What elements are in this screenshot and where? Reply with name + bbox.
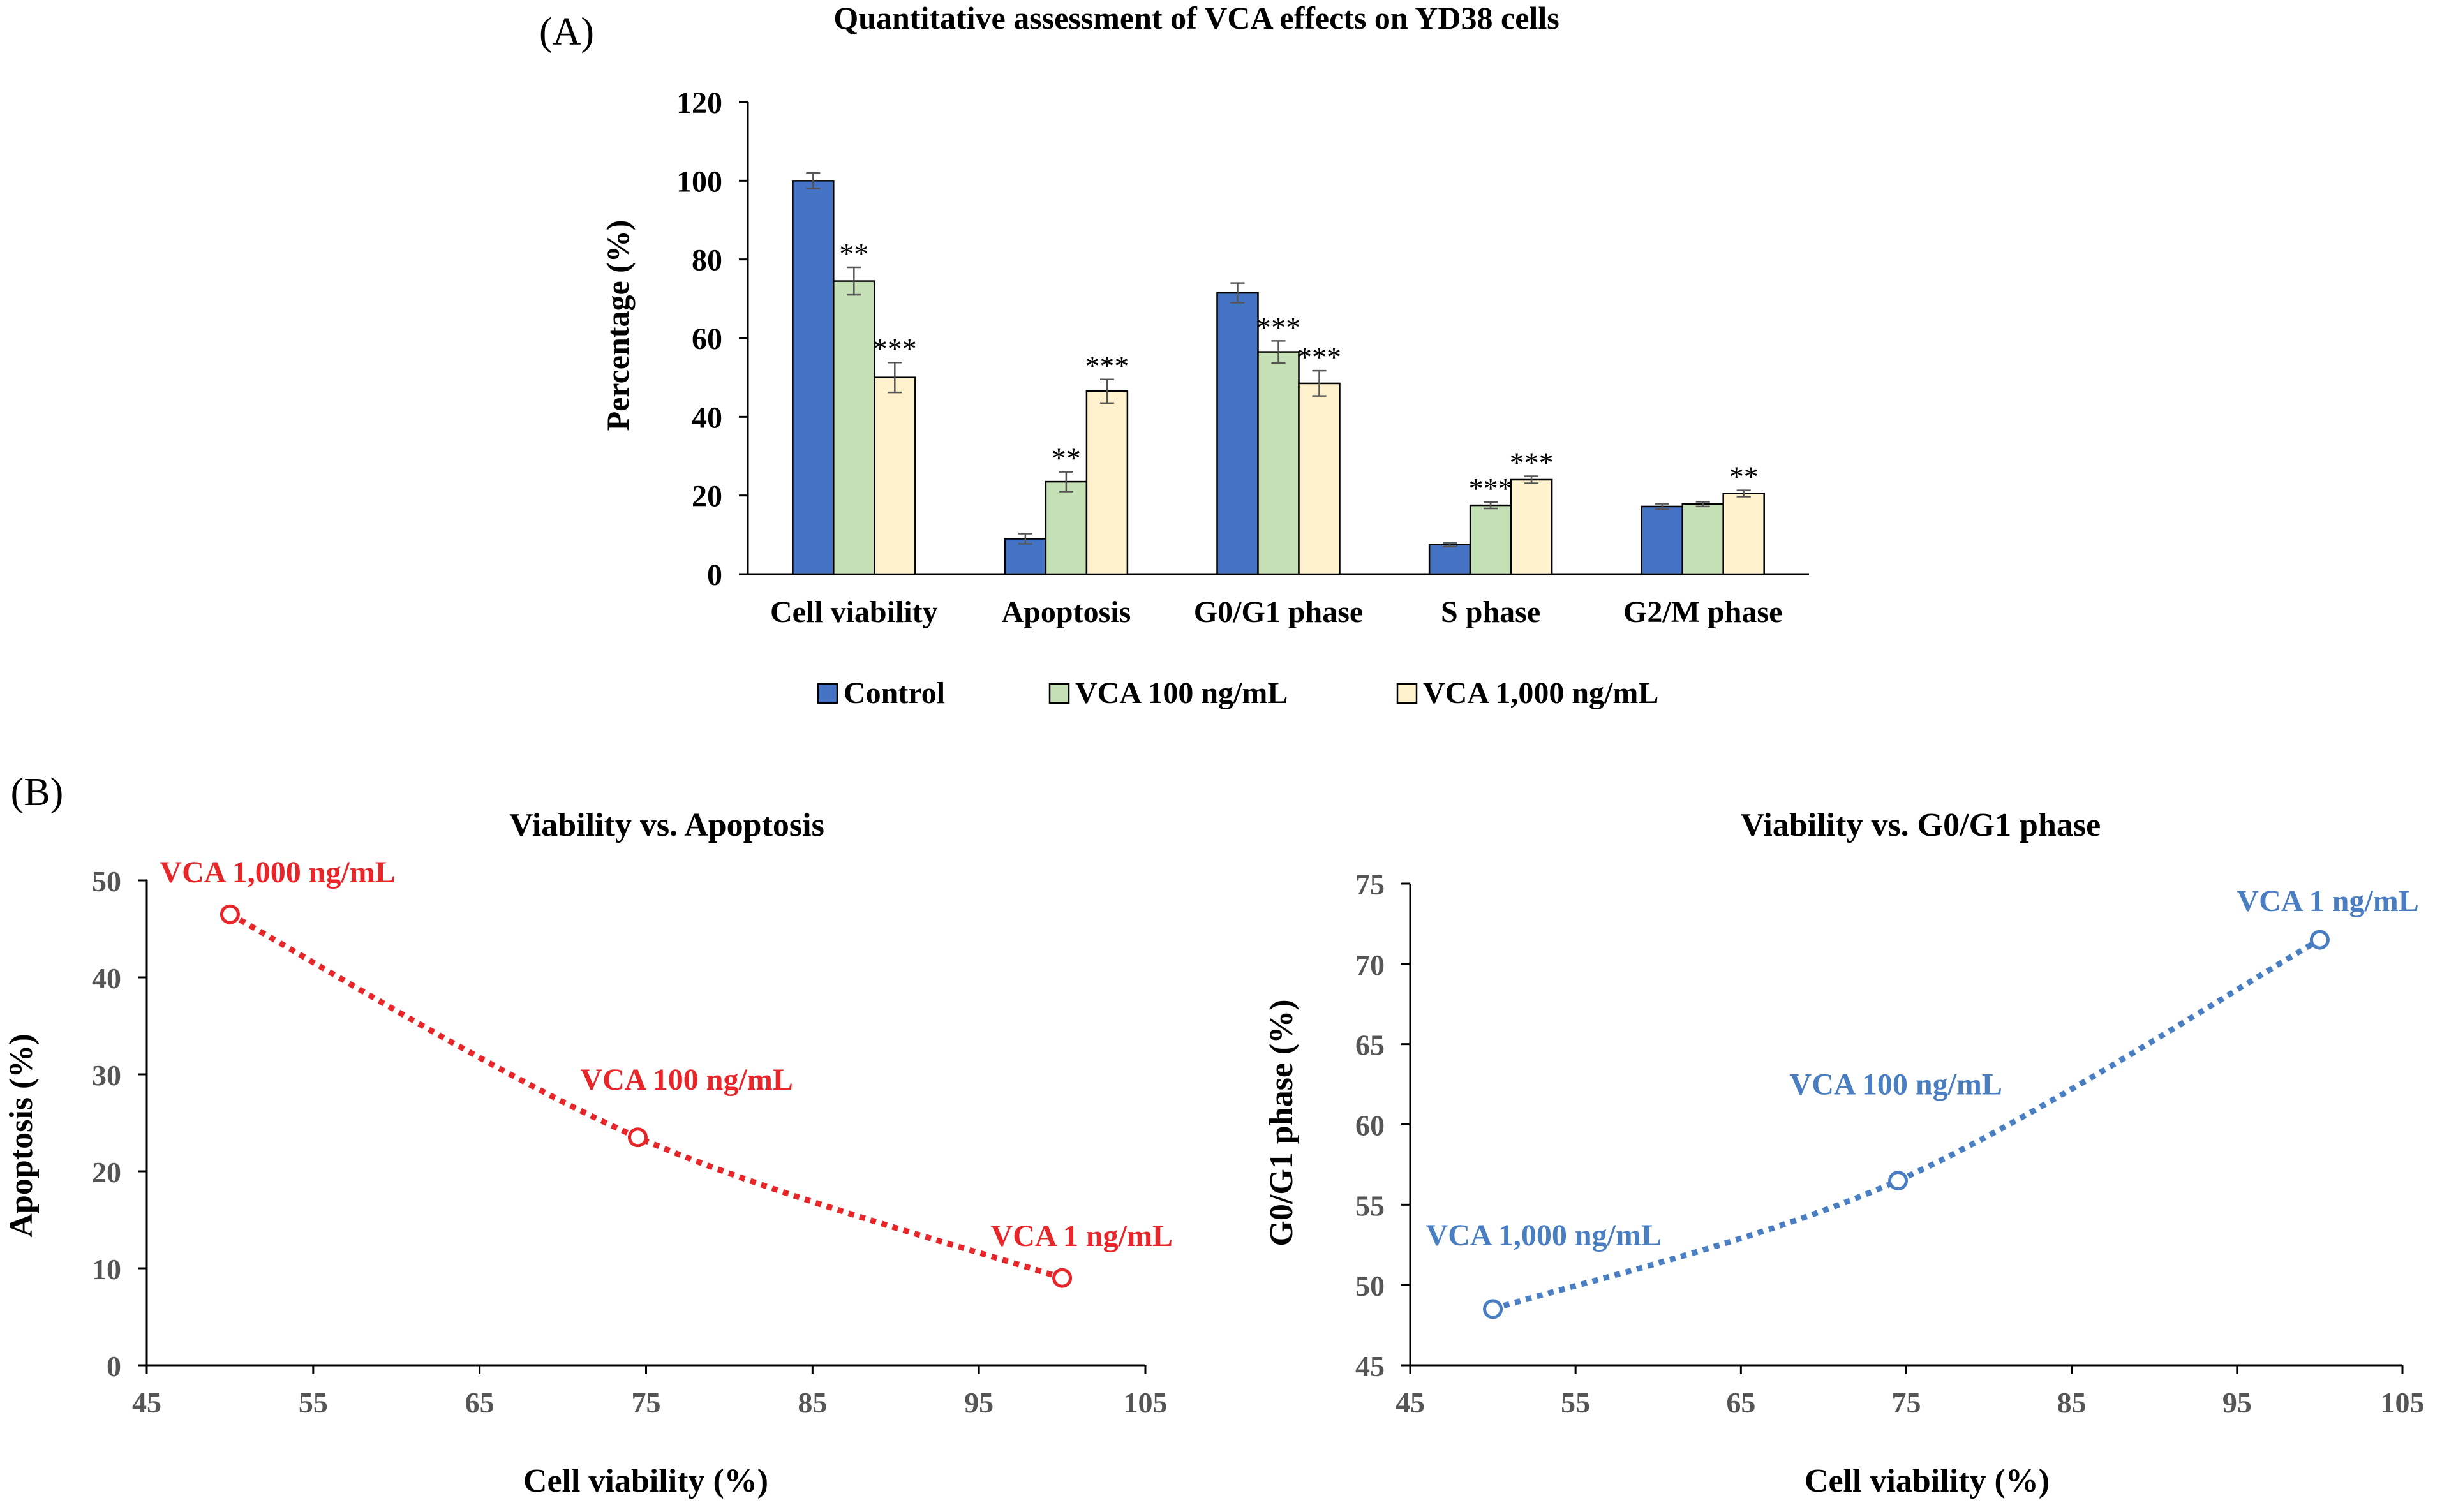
significance-marker: ** [1729, 461, 1759, 493]
scatter-g0g1-x-tick-label: 65 [1726, 1386, 1755, 1419]
scatter-apoptosis-title: Viability vs. Apoptosis [509, 807, 824, 843]
scatter-apoptosis-x-tick-label: 55 [299, 1386, 328, 1419]
scatter-apoptosis-point-vca-1-ng-ml [1052, 1268, 1073, 1288]
scatter-apoptosis-x-tick-label: 75 [632, 1386, 661, 1419]
significance-marker: ** [1052, 442, 1081, 475]
scatter-g0g1-point-vca-1-000-ng-ml [1483, 1299, 1503, 1319]
significance-marker: *** [1085, 350, 1129, 382]
scatter-apoptosis-point-label: VCA 1 ng/mL [991, 1219, 1173, 1253]
scatter-apoptosis-y-tick-label: 20 [92, 1156, 121, 1189]
bar-chart-y-tick-label: 120 [676, 86, 722, 120]
scatter-g0g1-x-tick-label: 95 [2222, 1386, 2252, 1419]
bar-chart-legend: Control VCA 100 ng/mL VCA 1,000 ng/mL [817, 676, 1658, 710]
legend-label-vca-100-ng-ml: VCA 100 ng/mL [1075, 676, 1288, 710]
scatter-g0g1-x-tick-label: 75 [1892, 1386, 1921, 1419]
scatter-g0g1-y-tick-label: 70 [1355, 949, 1385, 981]
bar-chart-x-tick-label: S phase [1441, 595, 1540, 629]
scatter-apoptosis-point-vca-100-ng-ml [627, 1127, 648, 1148]
bar-vca-1-000-ng-ml-apoptosis [1085, 390, 1129, 575]
scatter-g0g1-x-tick-label: 55 [1561, 1386, 1590, 1419]
scatter-g0g1-y-tick-label: 65 [1355, 1029, 1385, 1062]
scatter-g0g1-x-tick-label: 105 [2381, 1386, 2425, 1419]
scatter-g0g1-y-tick-label: 50 [1355, 1270, 1385, 1302]
scatter-g0g1-y-axis-title: G0/G1 phase (%) [1263, 999, 1300, 1246]
scatter-apoptosis-y-tick-label: 30 [92, 1059, 121, 1092]
legend-label-control: Control [844, 676, 945, 710]
scatter-apoptosis-x-tick-label: 105 [1124, 1386, 1168, 1419]
scatter-g0g1-point-vca-1-ng-ml [2309, 930, 2330, 950]
scatter-apoptosis-point-label: VCA 100 ng/mL [580, 1063, 793, 1097]
scatter-apoptosis-point-vca-1-000-ng-ml [220, 904, 240, 924]
scatter-apoptosis-y-tick-label: 40 [92, 962, 121, 995]
bar-control-g2-m-phase [1641, 505, 1683, 575]
scatter-apoptosis-y-tick-label: 50 [92, 865, 121, 898]
bar-vca-1-000-ng-ml-g0-g1-phase [1298, 382, 1341, 575]
bar-vca-100-ng-ml-cell-viability [833, 280, 875, 575]
bar-vca-1-000-ng-ml-s-phase [1510, 478, 1553, 575]
scatter-chart-g0g1-panel: Viability vs. G0/G1 phase G0/G1 phase (%… [1263, 807, 2425, 1499]
bar-control-s-phase [1428, 544, 1471, 575]
significance-marker: *** [1469, 472, 1513, 505]
bar-vca-100-ng-ml-g2-m-phase [1681, 503, 1724, 575]
scatter-apoptosis-x-axis-title: Cell viability (%) [523, 1463, 768, 1499]
scatter-apoptosis-y-axis-title: Apoptosis (%) [3, 1034, 40, 1237]
bar-chart-y-tick-label: 20 [692, 480, 722, 514]
scatter-apoptosis-y-tick-label: 10 [92, 1253, 121, 1286]
scatter-apoptosis-x-tick-label: 45 [132, 1386, 161, 1419]
bar-vca-1-000-ng-ml-cell-viability [874, 376, 916, 575]
scatter-apoptosis-x-tick-label: 85 [798, 1386, 827, 1419]
scatter-g0g1-y-tick-label: 60 [1355, 1109, 1385, 1142]
significance-marker: *** [1510, 446, 1554, 478]
bar-chart-x-tick-label: G2/M phase [1623, 595, 1782, 629]
significance-marker: *** [1256, 311, 1300, 343]
bar-vca-100-ng-ml-apoptosis [1045, 480, 1088, 575]
scatter-apoptosis-x-tick-label: 95 [964, 1386, 994, 1419]
scatter-g0g1-y-tick-label: 45 [1355, 1350, 1385, 1382]
bar-control-g0-g1-phase [1216, 292, 1259, 575]
scatter-chart-apoptosis-panel: (B) Viability vs. Apoptosis Apoptosis (%… [3, 771, 1173, 1499]
bar-chart-y-tick-label: 40 [692, 401, 722, 434]
scatter-g0g1-x-tick-label: 45 [1396, 1386, 1425, 1419]
legend-swatch-vca-1-000-ng-ml [1396, 683, 1418, 704]
bar-chart-y-tick-label: 80 [692, 244, 722, 278]
bar-chart-y-axis-title: Percentage (%) [600, 220, 636, 431]
scatter-apoptosis-x-tick-label: 65 [465, 1386, 495, 1419]
bar-chart-x-tick-label: Cell viability [770, 595, 938, 629]
legend-swatch-vca-100-ng-ml [1048, 683, 1070, 704]
significance-marker: *** [873, 332, 917, 365]
scatter-g0g1-point-label: VCA 1,000 ng/mL [1426, 1219, 1662, 1252]
panel-label-a: (A) [539, 10, 594, 54]
legend-swatch-control [817, 683, 838, 704]
bar-chart-y-tick-label: 60 [692, 322, 722, 356]
bar-chart-x-tick-label: G0/G1 phase [1194, 595, 1363, 629]
scatter-g0g1-point-label: VCA 1 ng/mL [2237, 884, 2418, 918]
bar-chart-panel: (A) Quantitative assessment of VCA effec… [539, 0, 1809, 710]
panel-label-b: (B) [11, 771, 64, 814]
scatter-apoptosis-point-label: VCA 1,000 ng/mL [160, 856, 395, 889]
significance-marker: *** [1297, 341, 1341, 373]
scatter-g0g1-x-tick-label: 85 [2057, 1386, 2087, 1419]
bar-chart-x-tick-label: Apoptosis [1002, 595, 1131, 629]
bar-vca-100-ng-ml-g0-g1-phase [1257, 351, 1300, 575]
scatter-g0g1-point-vca-100-ng-ml [1888, 1171, 1909, 1191]
scatter-g0g1-title: Viability vs. G0/G1 phase [1741, 807, 2101, 843]
scatter-g0g1-point-label: VCA 100 ng/mL [1790, 1068, 2002, 1102]
scatter-g0g1-y-tick-label: 75 [1355, 868, 1385, 901]
bar-chart-y-tick-label: 100 [676, 165, 722, 198]
bar-chart-y-tick-label: 0 [707, 558, 722, 592]
scatter-g0g1-x-axis-title: Cell viability (%) [1805, 1463, 2050, 1499]
scatter-apoptosis-y-tick-label: 0 [107, 1350, 121, 1382]
significance-marker: ** [839, 237, 868, 270]
bar-vca-100-ng-ml-s-phase [1469, 504, 1512, 575]
legend-label-vca-1-000-ng-ml: VCA 1,000 ng/mL [1423, 676, 1658, 710]
scatter-g0g1-y-tick-label: 55 [1355, 1189, 1385, 1222]
scatter-g0g1-trend-line [1492, 937, 2321, 1312]
bar-vca-1-000-ng-ml-g2-m-phase [1722, 493, 1765, 575]
bar-chart-title: Quantitative assessment of VCA effects o… [833, 0, 1559, 36]
bar-control-cell-viability [792, 180, 835, 575]
